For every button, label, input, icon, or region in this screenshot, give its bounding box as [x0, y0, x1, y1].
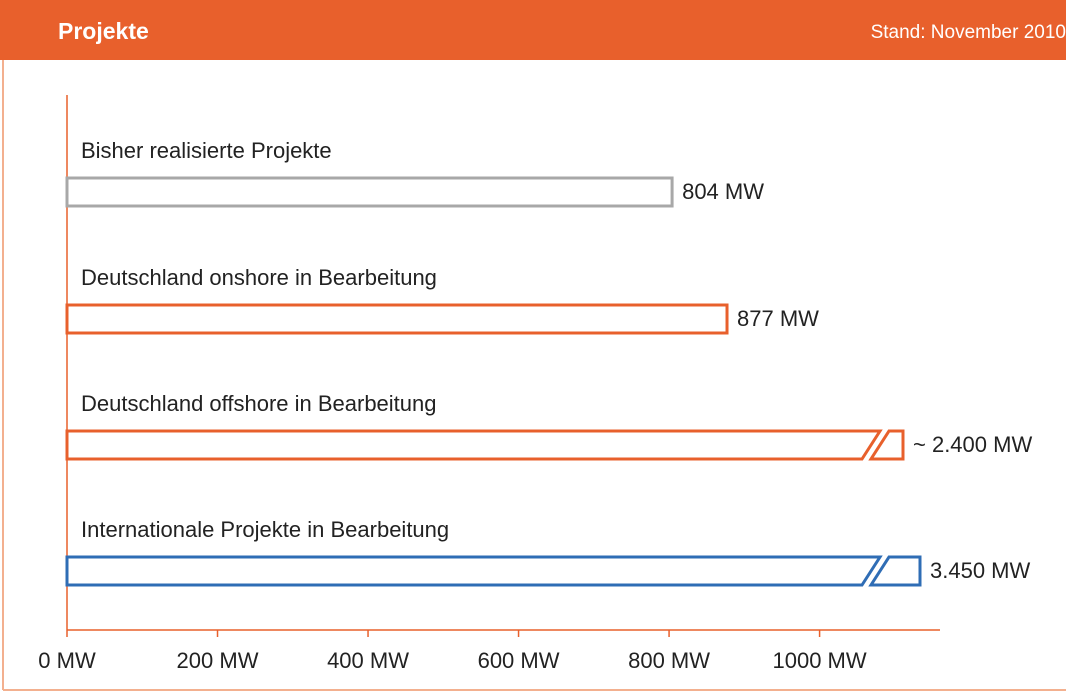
bar — [65, 429, 883, 461]
value-label: 877 MW — [737, 306, 819, 331]
x-tick-label: 600 MW — [478, 648, 560, 673]
x-tick-label: 200 MW — [177, 648, 259, 673]
category-label: Bisher realisierte Projekte — [81, 138, 332, 163]
chart-title: Projekte — [58, 18, 149, 44]
category-label: Internationale Projekte in Bearbeitung — [81, 517, 449, 542]
value-label: 804 MW — [682, 179, 764, 204]
value-label: 3.450 MW — [930, 558, 1030, 583]
header-band — [0, 0, 1066, 60]
category-label: Deutschland offshore in Bearbeitung — [81, 391, 437, 416]
x-tick-label: 1000 MW — [773, 648, 867, 673]
x-tick-label: 400 MW — [327, 648, 409, 673]
chart-subtitle: Stand: November 2010 — [871, 22, 1066, 43]
bar — [65, 176, 674, 208]
bar — [65, 303, 729, 335]
bar — [65, 555, 883, 587]
value-label: ~ 2.400 MW — [913, 432, 1032, 457]
category-label: Deutschland onshore in Bearbeitung — [81, 265, 437, 290]
bar-break-piece — [868, 429, 905, 461]
bar-break-piece — [868, 555, 922, 587]
x-tick-label: 0 MW — [38, 648, 96, 673]
x-tick-label: 800 MW — [628, 648, 710, 673]
